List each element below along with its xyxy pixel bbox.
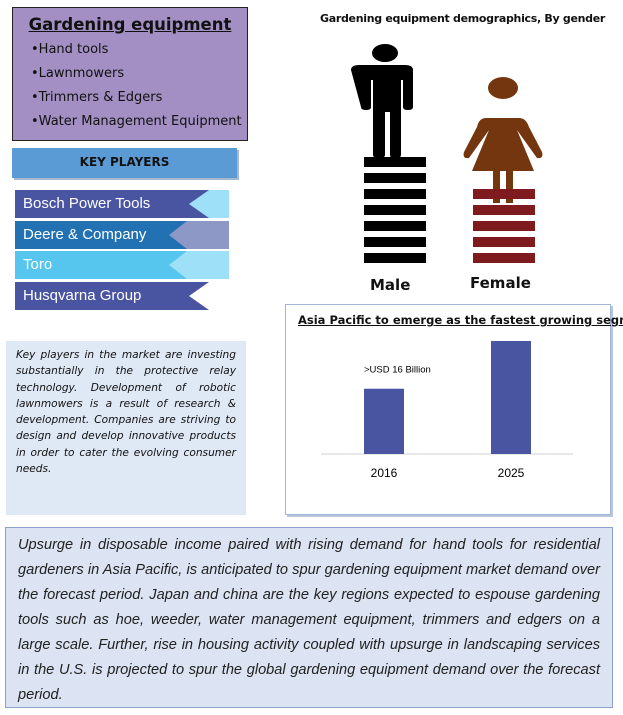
female-figure-icon [463,77,543,203]
level-bar [364,173,426,183]
key-player-item: Bosch Power Tools [15,190,229,218]
segment-item: Hand tools [31,38,247,62]
level-bar [364,221,426,231]
male-figure-icon [351,44,413,158]
x-tick-label: 2016 [371,466,398,480]
level-bar [473,253,535,263]
gender-figures [351,44,543,263]
level-bar [473,205,535,215]
key-players-description: Key players in the market are investing … [6,341,246,515]
male-label: Male [370,276,411,294]
key-player-label: Toro [23,256,53,273]
segments-title: Gardening equipment [28,15,232,34]
segment-item: Water Management Equipment [31,110,247,134]
level-bar [473,221,535,231]
bar-2025 [491,340,531,454]
data-label: >USD 16 Billion [364,365,431,376]
key-player-item: Husqvarna Group [15,282,229,310]
level-bar [473,237,535,247]
x-tick-label: 2025 [498,466,525,480]
key-player-label: Husqvarna Group [23,287,142,304]
demographics-title: Gardening equipment demographics, By gen… [320,12,606,25]
key-player-label: Bosch Power Tools [23,195,151,212]
key-player-item: Deere & Company [15,221,229,249]
segments-list: Hand tools Lawnmowers Trimmers & Edgers … [31,38,247,134]
key-player-label: Deere & Company [23,226,147,243]
summary-text: Upsurge in disposable income paired with… [5,527,613,708]
segments-box: Gardening equipment Hand tools Lawnmower… [12,7,248,141]
level-bar [364,253,426,263]
level-bar [364,205,426,215]
chevron-icon [169,221,229,249]
key-player-item: Toro [15,251,229,279]
chart-title: Asia Pacific to emerge as the fastest gr… [298,313,623,327]
level-bar [364,189,426,199]
chart-box: Asia Pacific to emerge as the fastest gr… [285,304,623,515]
key-players-header: KEY PLAYERS [12,148,237,178]
level-bar [364,237,426,247]
level-bar [364,157,426,167]
bar-2016 [364,388,404,454]
chevron-icon [189,190,229,218]
bar-chart: 2016 >USD 16 Billion 2025 [321,340,573,480]
segment-item: Lawnmowers [31,62,247,86]
segment-item: Trimmers & Edgers [31,86,247,110]
female-label: Female [470,274,531,292]
chevron-icon [169,251,229,279]
level-bar [473,189,535,199]
chevron-icon [189,282,229,310]
